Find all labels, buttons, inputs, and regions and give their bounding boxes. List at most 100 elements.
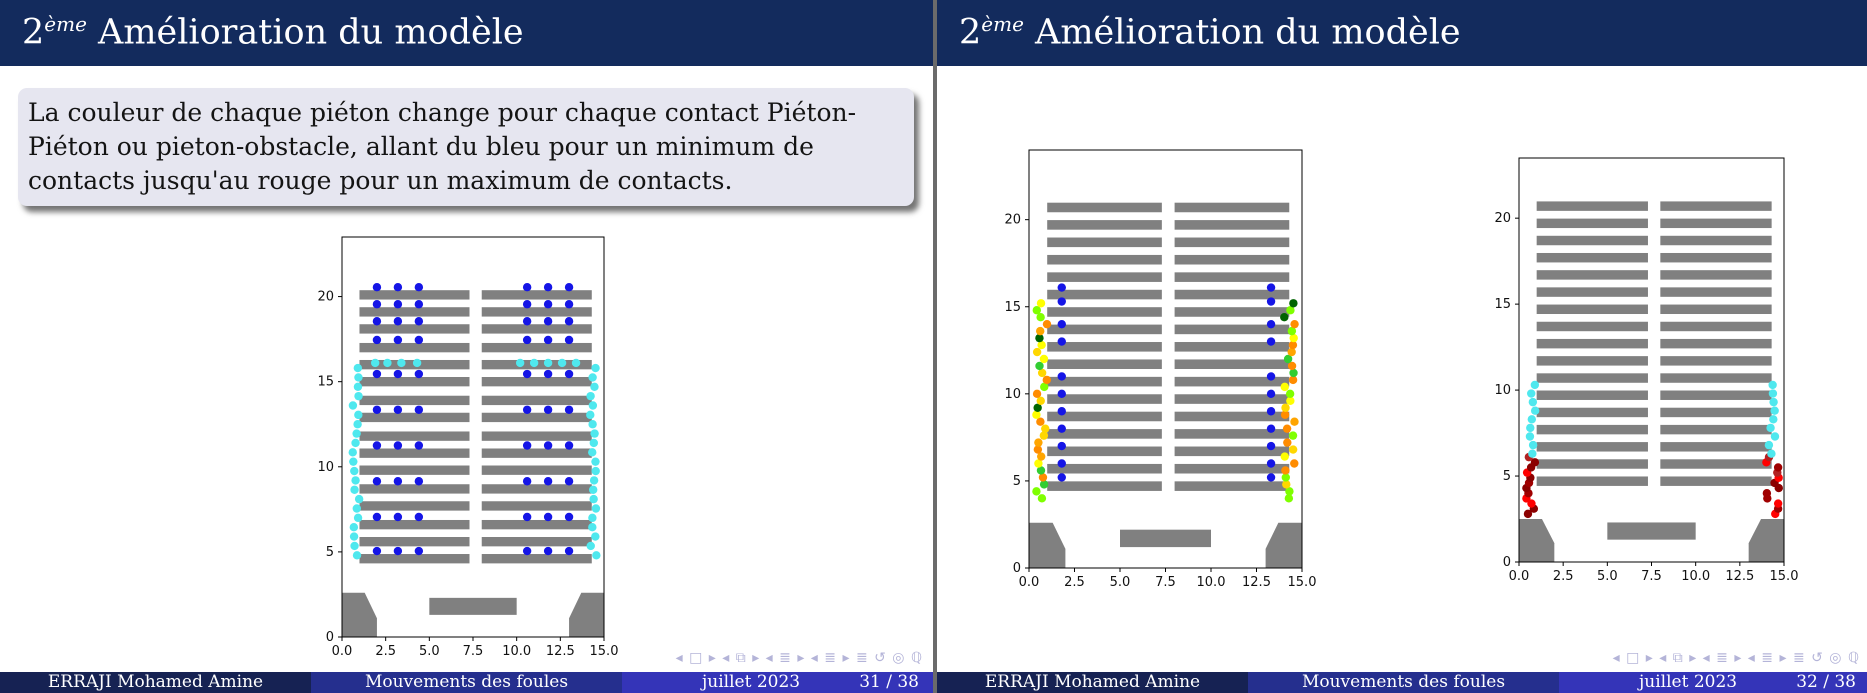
pedestrian [522,317,532,326]
pedestrian [1286,306,1295,315]
x-tick-label: 0.0 [1019,575,1040,590]
bench-left [1047,307,1162,317]
pedestrian [372,317,382,326]
pedestrian [1769,415,1778,424]
x-tick-label: 5.0 [419,644,440,659]
footer-talk-title: Mouvements des foules [311,672,622,693]
y-tick-label: 15 [1004,300,1021,315]
slide-31: 2ème Amélioration du modèle La couleur d… [0,0,933,693]
bench-left [1047,342,1162,352]
pedestrian [543,358,553,368]
pedestrian [1526,423,1535,433]
pedestrian [1280,410,1290,419]
pedestrian [372,441,382,450]
y-tick-label: 10 [317,460,334,475]
pedestrian [522,283,532,292]
footer-page: 32 / 38 [1796,672,1856,692]
bench-left [1047,220,1162,230]
x-tick-label: 7.5 [463,644,484,659]
x-tick-label: 12.5 [546,644,575,659]
bench-left [1536,390,1648,400]
pedestrian [1057,297,1066,306]
bench-left [1047,376,1162,387]
x-tick-label: 10.0 [1681,569,1710,584]
pedestrian [588,420,597,429]
bench-right [481,501,592,511]
pedestrian [1034,438,1043,447]
bench-right [1660,338,1772,349]
pedestrian [1290,319,1299,329]
crowd-plot-middle: 0.0 2.5 5.0 7.5 10.0 12.5 15.0 0 5 10 15 20 [1004,149,1316,590]
bench-left [1536,476,1648,486]
pedestrian [522,546,532,556]
pedestrian [393,335,403,345]
pedestrian [586,541,595,551]
pedestrian [515,358,525,368]
y-tick-label: 5 [1503,469,1511,484]
pedestrian [1284,494,1294,503]
pedestrian [564,300,574,309]
pedestrian [350,466,359,476]
pedestrian [1041,424,1050,433]
bench-left [359,342,470,353]
pedestrian [1280,382,1289,392]
pedestrian [414,477,424,486]
pedestrian [1287,347,1296,357]
beamer-navigation[interactable]: ◂ □ ▸ ◂ ⧉ ▸ ◂ ≣ ▸ ◂ ≣ ▸ ≣ ↺ ◎ ℚ [675,650,923,666]
pedestrian [592,551,601,560]
pedestrian [1764,440,1774,450]
bench-left [1536,218,1648,229]
bench-right [481,377,592,387]
pedestrian [349,532,359,541]
bench-right [481,412,592,423]
pedestrian [352,504,362,513]
pedestrian [591,504,601,513]
pedestrian [1289,368,1298,378]
pedestrian [1283,438,1292,447]
pedestrian [1036,466,1046,475]
pedestrian [414,300,424,309]
pedestrian [1773,499,1783,508]
bench-left [1536,287,1648,297]
pedestrian [564,335,574,345]
pedestrian [589,438,599,448]
bench-right [1660,252,1772,263]
bench-left [1047,481,1162,491]
bench-left [359,501,470,511]
slide-header: 2ème Amélioration du modèle [0,0,933,66]
corner-left [1029,522,1066,568]
footer-info: juillet 2023 32 / 38 [1559,672,1867,693]
pedestrian [1280,313,1289,322]
bench-right [1660,356,1772,366]
pedestrian [1039,431,1049,440]
bench-left [1047,411,1162,422]
bench-right [1174,289,1290,300]
bench-right [481,342,592,353]
pedestrian [393,405,403,414]
pedestrian [348,401,358,410]
bench-left [1536,373,1648,383]
bench-right [481,395,592,406]
bench-left [1047,463,1162,474]
pedestrian [564,405,574,414]
beamer-navigation[interactable]: ◂ □ ▸ ◂ ⧉ ▸ ◂ ≣ ▸ ◂ ≣ ▸ ≣ ↺ ◎ ℚ [1612,650,1860,666]
pedestrian [1762,489,1772,498]
block-text: La couleur de chaque piéton change pour … [28,98,857,195]
pedestrian [393,477,403,486]
pedestrian [349,523,359,532]
pedestrian [522,335,532,345]
bench-left [359,484,470,494]
pedestrian [1032,347,1042,357]
slide-title: 2ème Amélioration du modèle [959,12,1461,53]
bench-left [1047,394,1162,404]
pedestrian [1530,406,1540,415]
bench-right [481,290,592,300]
bench-left [1536,338,1648,349]
bench-right [1174,429,1290,439]
pedestrian [1036,326,1045,336]
y-tick-label: 5 [1013,474,1021,489]
pedestrian [1527,499,1536,508]
bench-left [1536,356,1648,366]
pedestrian [588,373,597,382]
pedestrian [1290,417,1299,426]
